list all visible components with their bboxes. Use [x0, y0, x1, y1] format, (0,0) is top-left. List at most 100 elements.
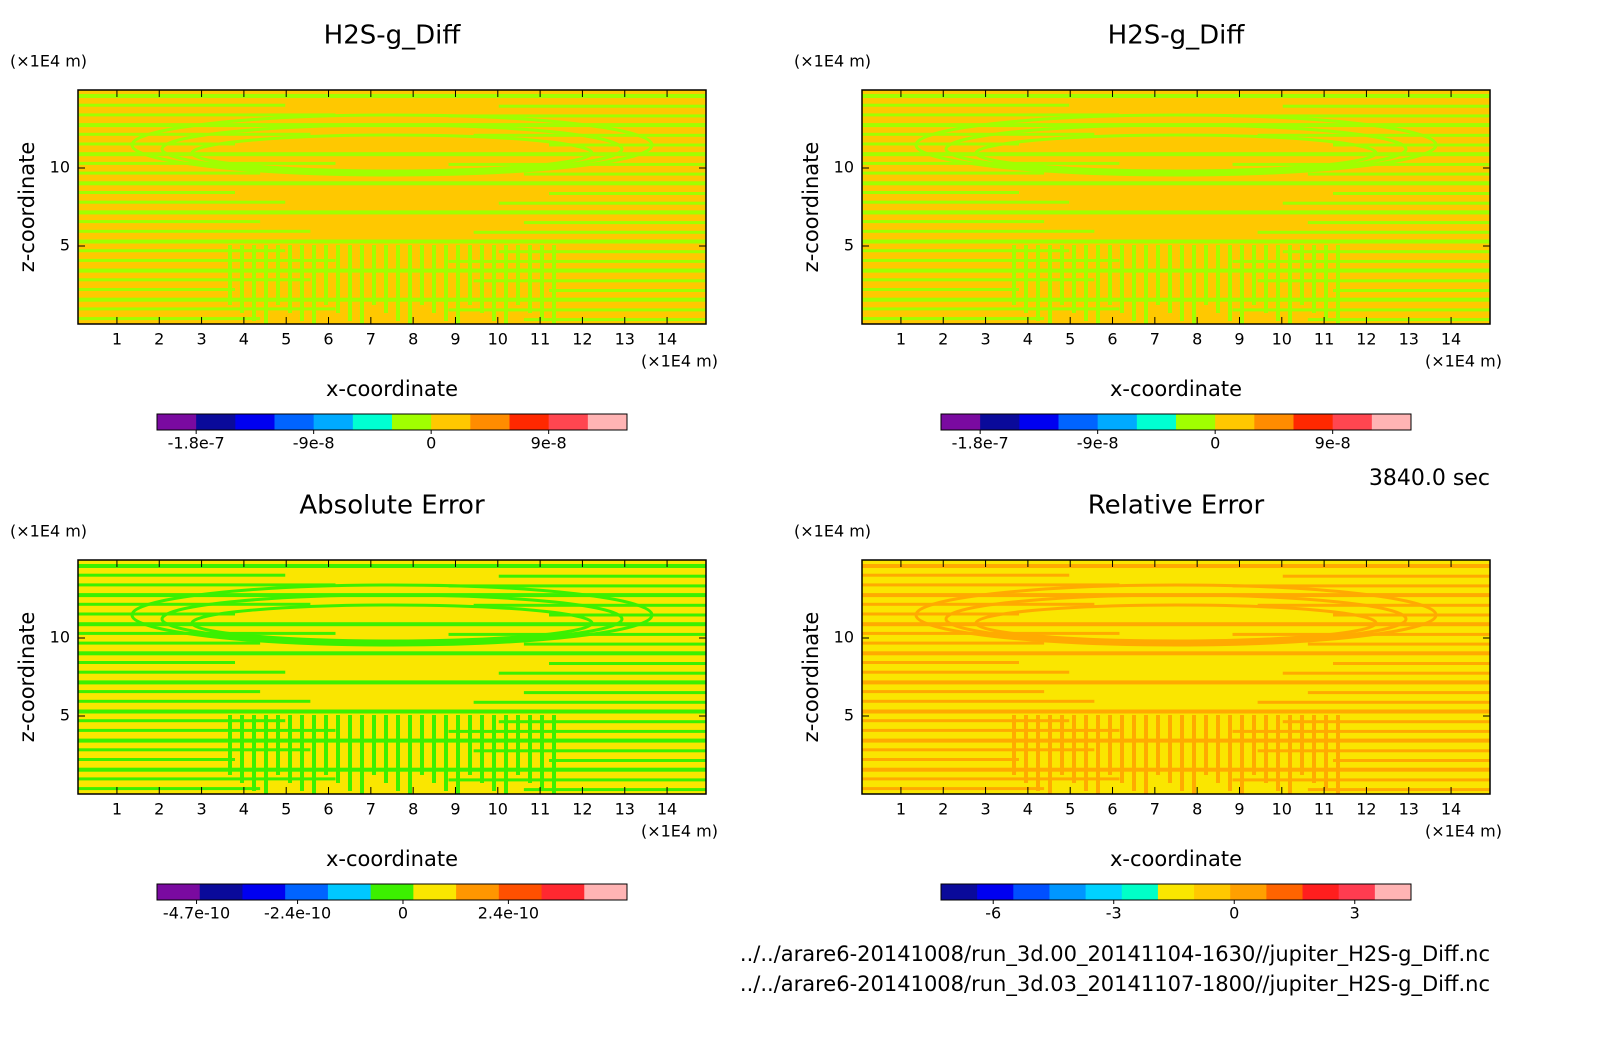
- colorbar-frame: [156, 883, 628, 901]
- contour-stripe: [480, 715, 484, 783]
- contour-band: [78, 612, 235, 616]
- contour-stripe: [228, 715, 232, 775]
- contour-band: [78, 641, 261, 645]
- colorbar-segment: [1374, 884, 1412, 900]
- contour-stripe: [504, 245, 508, 324]
- contour-field: [78, 560, 706, 794]
- contour-band: [862, 132, 1095, 136]
- colorbar-segment: [941, 414, 981, 430]
- colorbar-segment: [392, 414, 432, 430]
- contour-stripe: [1060, 245, 1064, 305]
- contour-stripe: [480, 245, 484, 313]
- contour-stripe: [1264, 245, 1268, 313]
- contour-band: [862, 182, 1490, 186]
- contour-band: [1282, 104, 1490, 108]
- colorbar-segment: [1194, 884, 1231, 900]
- contour-band: [78, 278, 311, 282]
- contour-band: [1232, 584, 1490, 588]
- contour-band: [1232, 259, 1490, 263]
- y-unit: (×1E4 m): [10, 52, 87, 71]
- contour-stripe: [1240, 715, 1244, 794]
- colorbar-segment: [370, 884, 414, 900]
- x-tick-label: 9: [1234, 800, 1244, 819]
- x-tick-label: 7: [1150, 800, 1160, 819]
- x-tick-label: 1: [896, 330, 906, 349]
- contour-stripe: [1252, 245, 1256, 305]
- contour-stripe: [504, 715, 508, 794]
- contour-stripe: [1048, 715, 1052, 794]
- contour-stripe: [1180, 245, 1184, 321]
- contour-band: [473, 749, 706, 753]
- contour-band: [862, 739, 1490, 743]
- colorbar-segment: [285, 884, 329, 900]
- y-tick-label: 5: [60, 706, 70, 725]
- contour-band: [523, 642, 706, 646]
- contour-band: [78, 583, 336, 587]
- x-tick-label: 2: [154, 330, 164, 349]
- y-unit: (×1E4 m): [10, 522, 87, 541]
- contour-band: [78, 191, 235, 194]
- colorbar-tick-label: -1.8e-7: [168, 434, 225, 453]
- contour-band: [862, 103, 1070, 107]
- field-background: [862, 90, 1490, 324]
- contour-band: [1307, 691, 1490, 695]
- contour-field: [862, 560, 1490, 794]
- contour-band: [78, 652, 706, 656]
- colorbar-segment: [977, 884, 1014, 900]
- contour-stripe: [1036, 715, 1040, 791]
- contour-band: [448, 778, 706, 782]
- field-background: [862, 560, 1490, 794]
- contour-stripe: [432, 245, 436, 313]
- contour-band: [448, 114, 706, 118]
- contour-stripe: [324, 715, 328, 775]
- file-path: ../../arare6-20141008/run_3d.00_20141104…: [740, 942, 1490, 967]
- x-tick-label: 10: [1272, 800, 1292, 819]
- contour-band: [862, 623, 1490, 627]
- contour-band: [523, 788, 706, 792]
- contour-stripe: [1072, 245, 1076, 313]
- contour-stripe: [1276, 245, 1280, 321]
- contour-band: [498, 574, 706, 578]
- contour-band: [78, 132, 311, 136]
- x-tick-label: 13: [615, 330, 635, 349]
- y-axis-label: z-coordinate: [15, 612, 39, 743]
- contour-stripe: [264, 715, 268, 794]
- contour-band: [1307, 788, 1490, 792]
- contour-band: [1307, 221, 1490, 225]
- contour-band: [78, 602, 311, 606]
- contour-band: [1232, 114, 1490, 118]
- contour-stripe: [1240, 245, 1244, 324]
- contour-stripe: [1132, 715, 1136, 791]
- panel-title: H2S-g_Diff: [324, 21, 462, 51]
- contour-band: [78, 103, 286, 107]
- contour-stripe: [420, 245, 424, 305]
- contour-band: [862, 565, 1490, 568]
- contour-band: [78, 153, 706, 157]
- colorbar-segment: [980, 414, 1020, 430]
- contour-stripe: [1048, 245, 1052, 324]
- contour-band: [1333, 192, 1490, 195]
- x-tick-label: 9: [1234, 330, 1244, 349]
- contour-band: [78, 200, 286, 204]
- contour-stripe: [1084, 715, 1088, 791]
- contour-stripe: [276, 245, 280, 305]
- contour-band: [1257, 700, 1490, 704]
- contour-stripe: [324, 245, 328, 305]
- contour-band: [862, 661, 1019, 664]
- colorbar-segment: [431, 414, 471, 430]
- contour-stripe: [1336, 245, 1340, 324]
- contour-band: [1307, 172, 1490, 176]
- colorbar-tick-label: 0: [1210, 434, 1220, 453]
- contour-stripe: [408, 715, 412, 794]
- contour-stripe: [252, 715, 256, 791]
- panel-title: Absolute Error: [299, 491, 485, 521]
- contour-band: [1232, 778, 1490, 782]
- contour-band: [1282, 671, 1490, 675]
- contour-stripe: [528, 715, 532, 783]
- colorbar-segment: [1097, 414, 1138, 430]
- contour-band: [523, 318, 706, 322]
- contour-stripe: [1300, 715, 1304, 775]
- contour-band: [862, 612, 1019, 616]
- x-tick-label: 8: [1192, 330, 1202, 349]
- contour-band: [1282, 250, 1490, 254]
